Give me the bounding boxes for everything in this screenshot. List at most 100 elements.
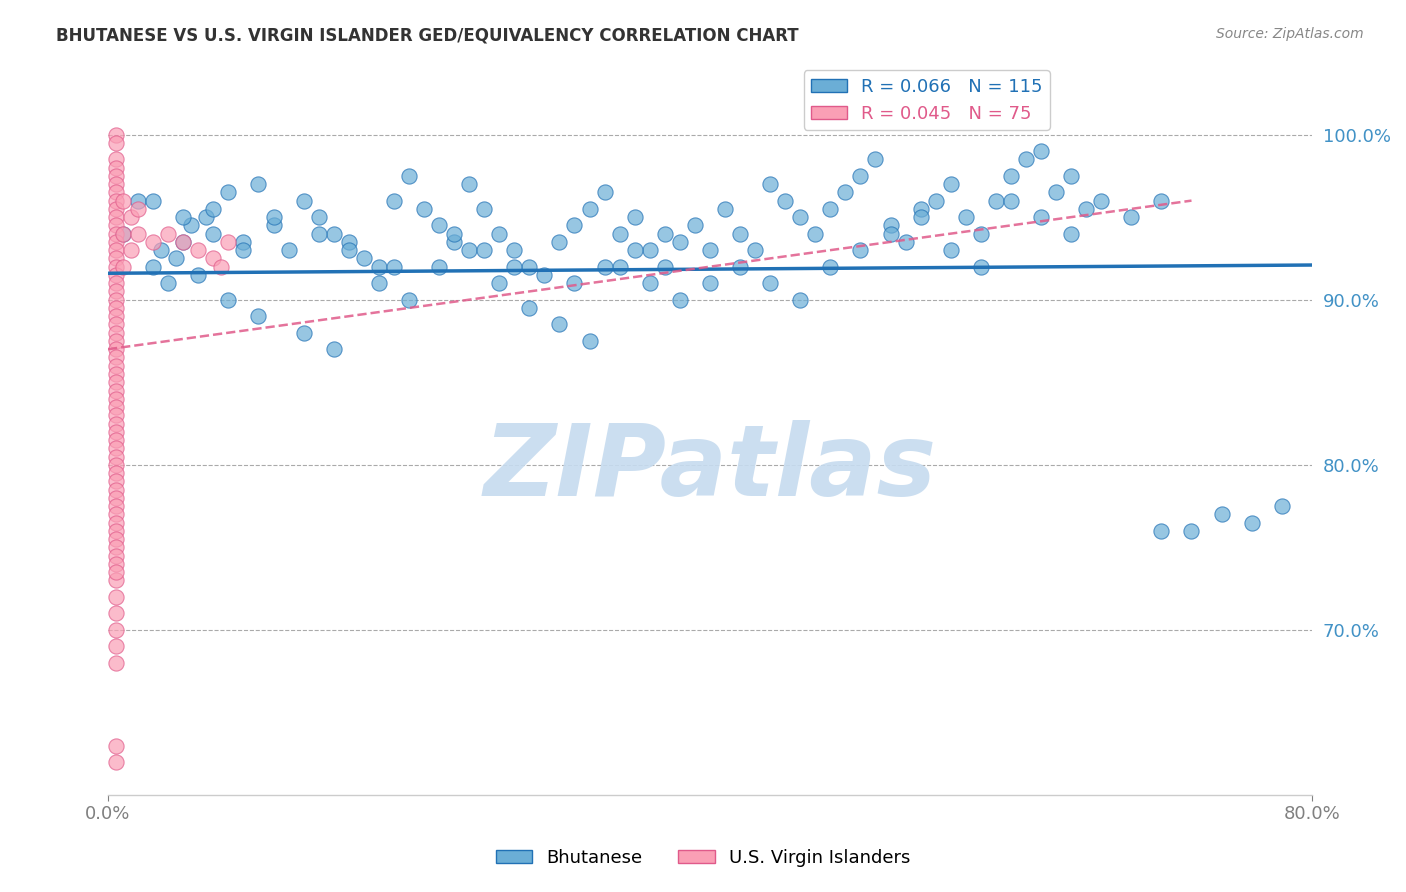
- Point: [503, 243, 526, 257]
- Point: [157, 227, 180, 241]
- Point: [669, 235, 692, 249]
- Point: [104, 219, 127, 233]
- Point: [104, 136, 127, 150]
- Point: [112, 227, 135, 241]
- Point: [834, 186, 856, 200]
- Point: [180, 219, 202, 233]
- Point: [127, 202, 149, 216]
- Point: [120, 243, 142, 257]
- Point: [820, 202, 842, 216]
- Point: [804, 227, 827, 241]
- Point: [1150, 524, 1173, 538]
- Point: [127, 194, 149, 208]
- Point: [104, 466, 127, 480]
- Point: [104, 334, 127, 348]
- Point: [104, 640, 127, 654]
- Point: [939, 243, 962, 257]
- Point: [879, 227, 901, 241]
- Point: [609, 227, 631, 241]
- Point: [104, 309, 127, 323]
- Point: [104, 376, 127, 390]
- Point: [1060, 227, 1083, 241]
- Point: [104, 260, 127, 274]
- Point: [142, 260, 165, 274]
- Point: [104, 202, 127, 216]
- Point: [1121, 210, 1143, 224]
- Point: [398, 169, 420, 183]
- Point: [353, 252, 375, 266]
- Point: [1090, 194, 1112, 208]
- Point: [322, 227, 344, 241]
- Point: [789, 293, 811, 307]
- Point: [104, 384, 127, 398]
- Point: [1000, 194, 1022, 208]
- Point: [232, 243, 254, 257]
- Point: [699, 276, 721, 290]
- Point: [924, 194, 946, 208]
- Point: [955, 210, 977, 224]
- Point: [683, 219, 706, 233]
- Point: [112, 194, 135, 208]
- Point: [1150, 194, 1173, 208]
- Point: [104, 351, 127, 365]
- Point: [172, 210, 194, 224]
- Point: [910, 210, 932, 224]
- Point: [104, 458, 127, 472]
- Point: [849, 169, 872, 183]
- Point: [104, 161, 127, 175]
- Point: [728, 260, 751, 274]
- Point: [217, 186, 239, 200]
- Point: [337, 243, 360, 257]
- Point: [247, 309, 270, 323]
- Point: [382, 260, 405, 274]
- Point: [104, 425, 127, 439]
- Point: [1015, 153, 1038, 167]
- Point: [112, 227, 135, 241]
- Point: [609, 260, 631, 274]
- Point: [104, 367, 127, 381]
- Point: [104, 169, 127, 183]
- Point: [517, 260, 540, 274]
- Point: [104, 508, 127, 522]
- Point: [337, 235, 360, 249]
- Point: [1076, 202, 1098, 216]
- Point: [104, 656, 127, 670]
- Text: BHUTANESE VS U.S. VIRGIN ISLANDER GED/EQUIVALENCY CORRELATION CHART: BHUTANESE VS U.S. VIRGIN ISLANDER GED/EQ…: [56, 27, 799, 45]
- Point: [548, 318, 571, 332]
- Point: [759, 276, 782, 290]
- Point: [104, 755, 127, 769]
- Point: [292, 326, 315, 340]
- Point: [413, 202, 436, 216]
- Point: [172, 235, 194, 249]
- Point: [104, 557, 127, 571]
- Point: [120, 210, 142, 224]
- Point: [728, 227, 751, 241]
- Point: [488, 227, 510, 241]
- Point: [104, 359, 127, 373]
- Point: [1045, 186, 1067, 200]
- Point: [127, 227, 149, 241]
- Point: [104, 565, 127, 579]
- Point: [970, 260, 993, 274]
- Point: [104, 326, 127, 340]
- Point: [112, 260, 135, 274]
- Point: [104, 235, 127, 249]
- Point: [1271, 499, 1294, 513]
- Point: [879, 219, 901, 233]
- Point: [104, 343, 127, 357]
- Point: [322, 343, 344, 357]
- Point: [194, 210, 217, 224]
- Point: [1029, 210, 1052, 224]
- Point: [714, 202, 737, 216]
- Point: [623, 243, 645, 257]
- Point: [104, 433, 127, 447]
- Point: [865, 153, 887, 167]
- Point: [517, 301, 540, 315]
- Point: [142, 194, 165, 208]
- Point: [104, 301, 127, 315]
- Point: [104, 491, 127, 505]
- Point: [669, 293, 692, 307]
- Point: [984, 194, 1007, 208]
- Point: [894, 235, 917, 249]
- Point: [443, 227, 465, 241]
